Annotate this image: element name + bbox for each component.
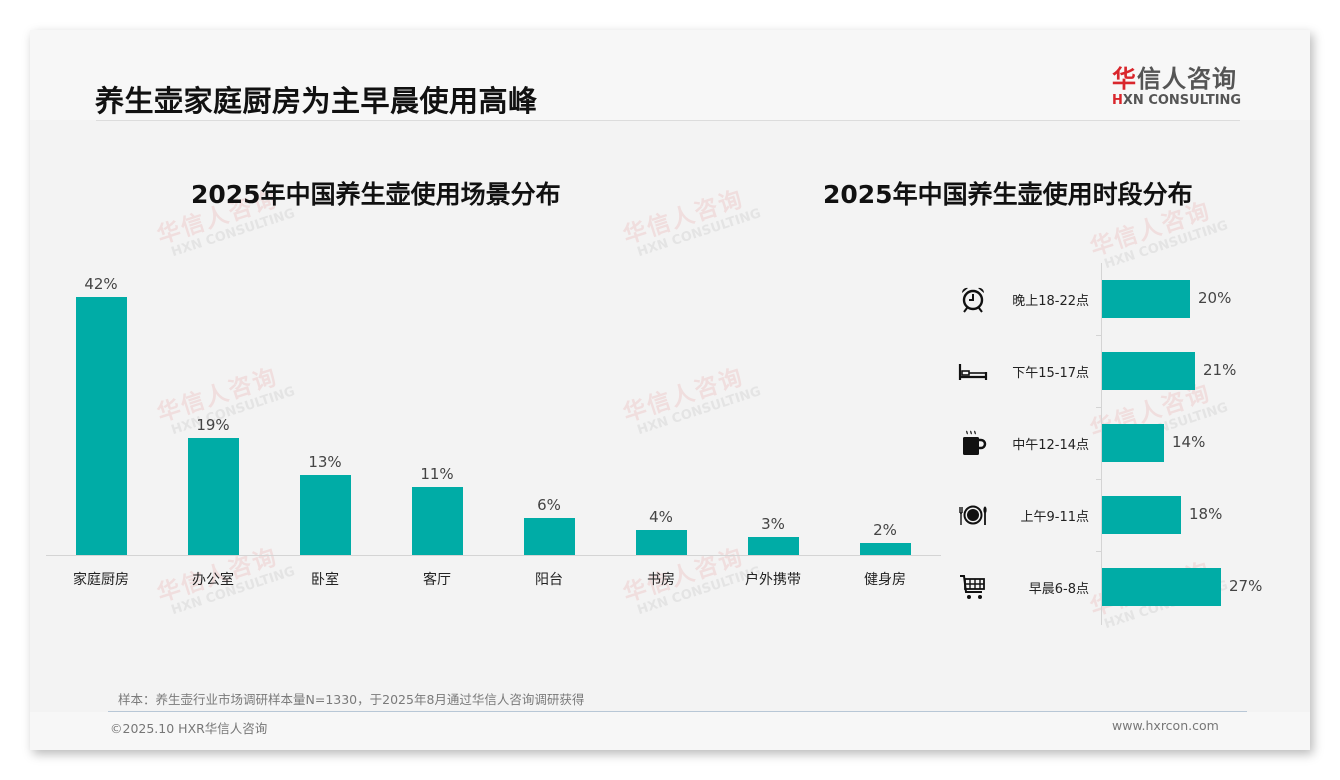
logo-chinese: 华信人咨询 <box>1112 66 1242 92</box>
time-bar-value: 21% <box>1203 361 1237 379</box>
sample-note: 样本：养生壶行业市场调研样本量N=1330，于2025年8月通过华信人咨询调研获… <box>118 692 585 707</box>
watermark-en: HXN CONSULTING <box>169 206 297 261</box>
scene-bar <box>523 518 575 555</box>
scene-category-label: 客厅 <box>423 572 451 588</box>
scene-bar-value: 6% <box>537 496 561 514</box>
scene-bar <box>859 543 911 555</box>
logo-english: HXN CONSULTING <box>1112 93 1242 109</box>
watermark-en: HXN CONSULTING <box>635 206 763 261</box>
time-category-label: 晚上18-22点 <box>1012 294 1089 309</box>
time-bar-value: 14% <box>1172 433 1206 451</box>
header-band <box>30 30 1310 120</box>
y-axis-tick <box>1096 551 1101 552</box>
logo-red-char: 华 <box>1112 65 1137 93</box>
time-category-label: 下午15-17点 <box>1012 366 1089 381</box>
scene-bar <box>747 537 799 555</box>
slide: 华信人咨询 HXN CONSULTING 华信人咨询 HXN CONSULTING 华信… <box>30 30 1310 750</box>
bed-icon <box>958 356 988 386</box>
watermark-cn: 华信人咨询 <box>620 186 748 250</box>
footer-divider <box>108 711 1247 712</box>
title-divider <box>96 120 1240 121</box>
time-chart-y-axis <box>1101 263 1102 625</box>
scene-bar <box>75 297 127 555</box>
y-axis-tick <box>1096 335 1101 336</box>
scene-category-label: 卧室 <box>311 572 339 588</box>
coffee-cup-icon <box>958 428 988 458</box>
time-bar <box>1102 496 1181 534</box>
scene-category-label: 家庭厨房 <box>73 572 129 588</box>
scene-bar-value: 4% <box>649 508 673 526</box>
page-title: 养生壶家庭厨房为主早晨使用高峰 <box>95 84 538 118</box>
shopping-cart-icon <box>958 572 988 602</box>
website-link[interactable]: www.hxrcon.com <box>1112 718 1219 733</box>
scene-bar-value: 13% <box>308 453 342 471</box>
time-category-label: 中午12-14点 <box>1012 438 1089 453</box>
time-bar-value: 18% <box>1189 505 1223 523</box>
scene-chart-x-axis <box>46 555 941 556</box>
time-bar <box>1102 352 1195 390</box>
scene-category-label: 健身房 <box>864 572 906 588</box>
y-axis-tick <box>1096 479 1101 480</box>
plate-fork-knife-icon <box>958 500 988 530</box>
scene-bar <box>187 438 239 555</box>
watermark-en: HXN CONSULTING <box>1102 218 1230 273</box>
logo-en-text: XN CONSULTING <box>1122 93 1242 108</box>
scene-category-label: 户外携带 <box>745 572 801 588</box>
logo-cn-text: 信人咨询 <box>1137 65 1237 93</box>
time-bar <box>1102 424 1164 462</box>
scene-bar-value: 3% <box>761 515 785 533</box>
scene-bar <box>411 487 463 555</box>
time-bar-value: 20% <box>1198 289 1232 307</box>
scene-category-label: 办公室 <box>192 572 234 588</box>
time-category-label: 早晨6-8点 <box>1028 582 1089 597</box>
watermark-cn: 华信人咨询 <box>620 364 748 428</box>
watermark-en: HXN CONSULTING <box>635 384 763 439</box>
time-bar <box>1102 280 1190 318</box>
y-axis-tick <box>1096 407 1101 408</box>
footer-band <box>30 712 1310 750</box>
copyright: ©2025.10 HXR华信人咨询 <box>110 721 268 736</box>
scene-bar-value: 2% <box>873 521 897 539</box>
scene-bar-value: 42% <box>84 275 118 293</box>
scene-category-label: 书房 <box>647 572 675 588</box>
scene-bar <box>635 530 687 555</box>
scene-chart-title: 2025年中国养生壶使用场景分布 <box>191 180 561 209</box>
scene-category-label: 阳台 <box>535 572 563 588</box>
time-bar <box>1102 568 1221 606</box>
scene-bar-value: 11% <box>420 465 454 483</box>
scene-bar-value: 19% <box>196 416 230 434</box>
time-category-label: 上午9-11点 <box>1020 510 1089 525</box>
logo-en-red-char: H <box>1112 93 1123 108</box>
brand-logo: 华信人咨询 HXN CONSULTING <box>1112 66 1242 109</box>
time-bar-value: 27% <box>1229 577 1263 595</box>
scene-bar <box>299 475 351 555</box>
alarm-clock-icon <box>958 284 988 314</box>
time-chart-title: 2025年中国养生壶使用时段分布 <box>823 180 1193 209</box>
